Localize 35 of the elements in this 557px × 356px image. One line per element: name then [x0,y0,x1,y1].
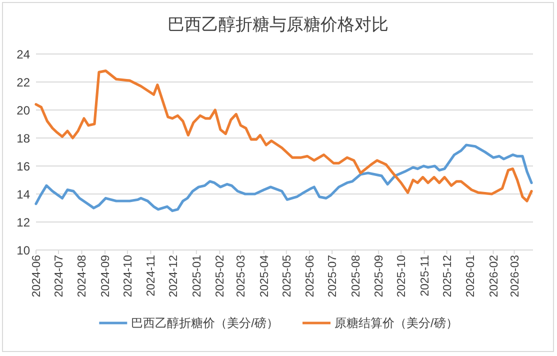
x-tick-label: 2025-10 [396,255,408,298]
line-series [34,70,533,202]
x-tick-label: 2025-06 [304,255,317,298]
y-tick-label: 10 [16,244,30,258]
x-tick-label: 2025-05 [281,255,294,298]
y-tick-label: 12 [16,216,30,230]
x-tick-label: 2024-12 [168,255,180,298]
x-tick-label: 2025-02 [214,255,227,298]
x-tick-label: 2024-08 [76,255,89,298]
x-tick-label: 2025-08 [350,255,362,298]
x-tick-label: 2024-11 [146,255,158,296]
x-tick-label: 2025-03 [236,255,248,298]
x-tick-label: 2025-01 [191,255,204,298]
y-tick-label: 16 [16,160,30,174]
x-tick-label: 2025-12 [442,255,454,298]
legend-label: 原糖结算价（美分/磅） [334,316,458,330]
y-tick-label: 18 [16,132,30,146]
x-tick-label: 2025-07 [327,255,340,298]
x-tick-label: 2024-07 [53,255,66,298]
x-tick-label: 2024-06 [31,255,43,298]
x-tick-label: 2025-09 [374,255,386,298]
x-tick-label: 2026-01 [465,255,478,298]
x-tick-label: 2026-02 [488,255,500,298]
x-tick-label: 2026-03 [509,255,522,298]
y-tick-label: 14 [16,188,30,202]
line-series [34,144,533,212]
chart-title: 巴西乙醇折糖与原糖价格对比 [168,15,388,34]
y-tick-label: 22 [16,76,30,90]
y-tick-label: 24 [16,48,30,62]
x-tick-label: 2025-04 [258,254,271,298]
y-tick-label: 20 [16,104,30,118]
x-tick-label: 2024-10 [122,255,134,298]
x-tick-label: 2025-11 [419,255,432,296]
legend-label: 巴西乙醇折糖价（美分/磅） [131,316,278,330]
x-tick-label: 2024-09 [100,255,112,298]
